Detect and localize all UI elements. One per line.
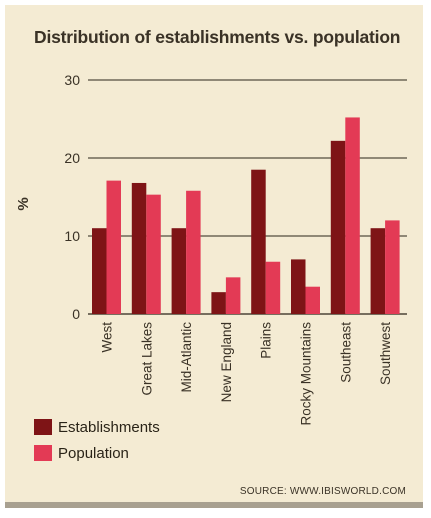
bar-population-mid-atlantic bbox=[186, 190, 201, 314]
bar-establishments-great-lakes bbox=[131, 182, 147, 314]
y-tick-label: 10 bbox=[64, 228, 80, 244]
y-tick-label: 0 bbox=[72, 306, 80, 322]
bar-population-great-lakes bbox=[146, 194, 161, 314]
chart-card: Distribution of establishments vs. popul… bbox=[5, 5, 423, 508]
legend-label-establishments: Establishments bbox=[58, 419, 160, 436]
bar-establishments-west bbox=[92, 228, 107, 314]
bar-population-rocky-mountains bbox=[305, 286, 320, 314]
x-tick-label: Plains bbox=[259, 322, 274, 359]
x-tick-label: West bbox=[100, 322, 115, 353]
x-tick-label: Southwest bbox=[378, 322, 393, 385]
bar-establishments-plains bbox=[251, 169, 266, 314]
legend-label-population: Population bbox=[58, 445, 129, 462]
x-tick-label: Mid-Atlantic bbox=[179, 322, 194, 393]
chart-title: Distribution of establishments vs. popul… bbox=[34, 27, 401, 47]
bar-establishments-new-england bbox=[211, 292, 226, 314]
x-tick-label: New England bbox=[219, 322, 234, 402]
bar-population-new-england bbox=[225, 277, 241, 314]
bar-establishments-southwest bbox=[370, 228, 386, 314]
source-note: SOURCE: WWW.IBISWORLD.COM bbox=[239, 486, 406, 497]
x-tick-label: Great Lakes bbox=[139, 322, 154, 396]
bar-establishments-mid-atlantic bbox=[171, 228, 187, 314]
bar-population-west bbox=[106, 180, 121, 314]
legend-swatch-establishments bbox=[34, 419, 52, 435]
bar-population-southwest bbox=[385, 220, 400, 314]
y-tick-label: 20 bbox=[64, 150, 80, 166]
legend-swatch-population bbox=[34, 445, 52, 461]
bar-establishments-rocky-mountains bbox=[291, 259, 306, 314]
bar-population-southeast bbox=[345, 117, 360, 314]
y-axis-label: % bbox=[15, 197, 32, 210]
bar-population-plains bbox=[265, 261, 281, 314]
bar-establishments-southeast bbox=[330, 140, 346, 314]
x-tick-label: Southeast bbox=[338, 322, 353, 383]
y-tick-label: 30 bbox=[64, 72, 80, 88]
bar-chart: 0 10 20 30 West Great Lakes Mid-Atlantic New E… bbox=[15, 72, 407, 462]
x-tick-label: Rocky Mountains bbox=[299, 322, 314, 426]
